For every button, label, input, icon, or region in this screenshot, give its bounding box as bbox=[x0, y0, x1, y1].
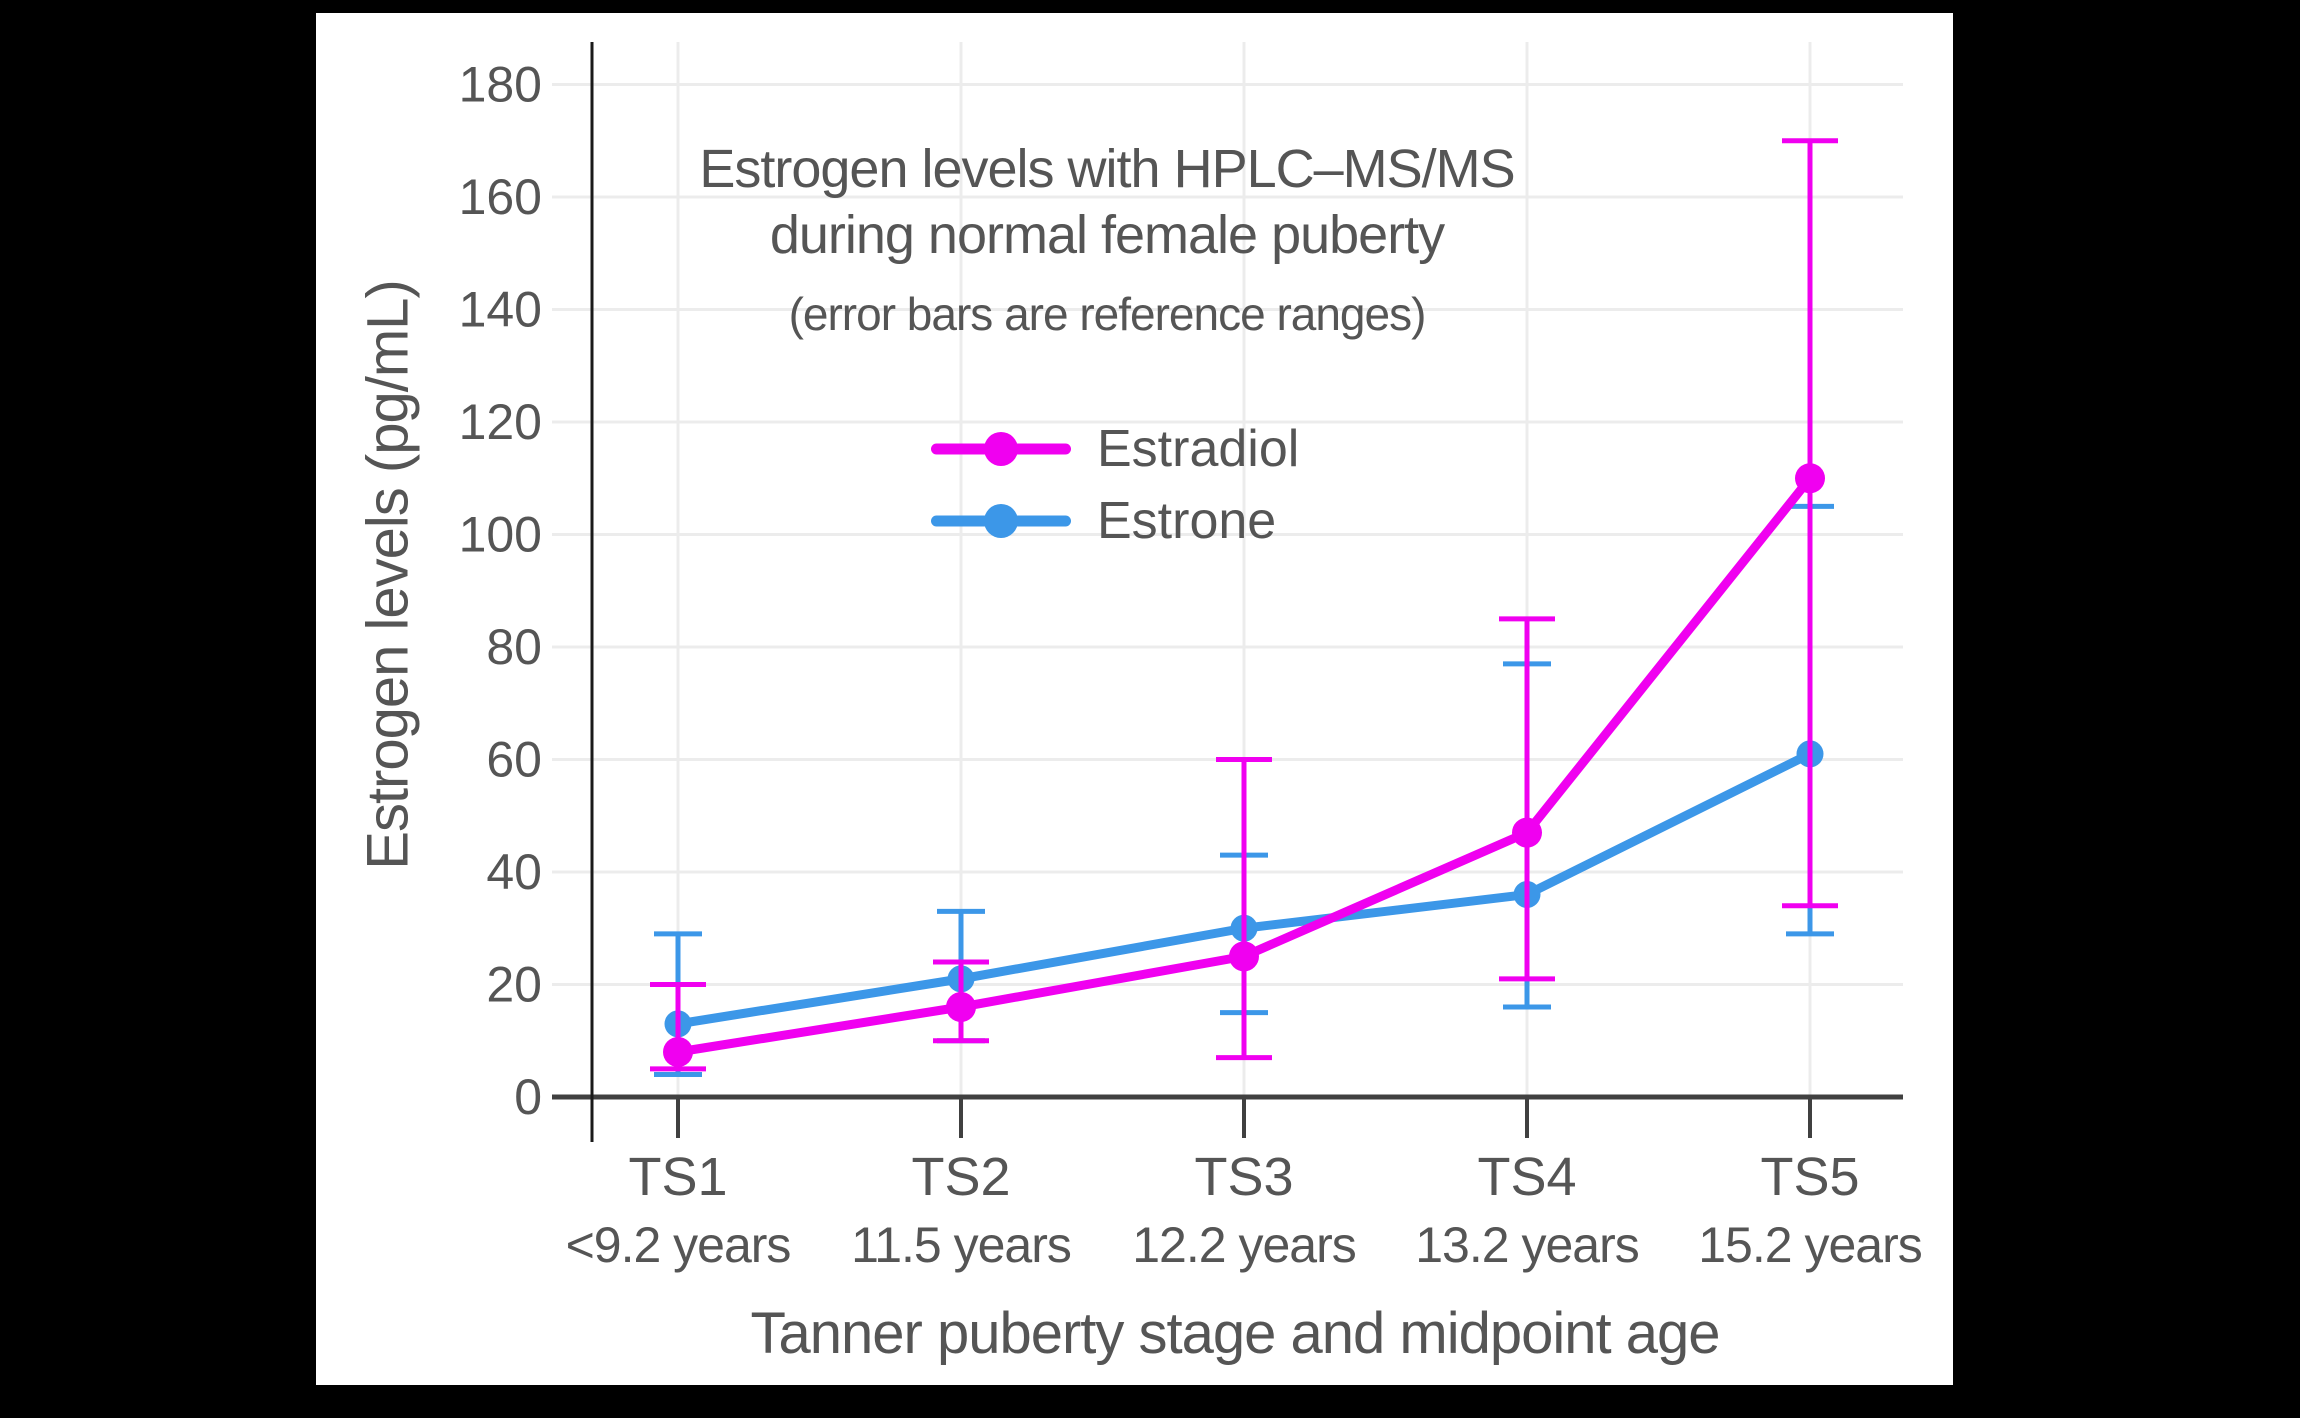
chart-title-line1: Estrogen levels with HPLC–MS/MS bbox=[699, 139, 1515, 199]
estrone-marker-icon bbox=[984, 504, 1018, 538]
estrone-swatch bbox=[931, 503, 1071, 539]
y-tick-label: 0 bbox=[514, 1069, 542, 1125]
y-tick-label: 40 bbox=[486, 844, 542, 900]
chart-title-line2: during normal female puberty bbox=[769, 205, 1445, 265]
y-tick-label: 100 bbox=[459, 507, 542, 563]
y-tick-label: 180 bbox=[459, 57, 542, 113]
chart-panel bbox=[316, 13, 1953, 1385]
y-tick-label: 160 bbox=[459, 169, 542, 225]
legend-label-estradiol: Estradiol bbox=[1097, 420, 1300, 478]
x-category-age-label: <9.2 years bbox=[566, 1217, 791, 1273]
data-point-estradiol bbox=[663, 1037, 693, 1067]
estradiol-marker-icon bbox=[984, 432, 1018, 466]
data-point-estradiol bbox=[1512, 817, 1542, 848]
y-tick-label: 20 bbox=[486, 957, 542, 1013]
x-category-age-label: 15.2 years bbox=[1698, 1217, 1921, 1273]
x-category-label: TS5 bbox=[1760, 1147, 1859, 1207]
x-category-label: TS1 bbox=[628, 1147, 727, 1207]
y-tick-label: 80 bbox=[486, 619, 542, 675]
y-axis-title: Estrogen levels (pg/mL) bbox=[355, 280, 421, 870]
estradiol-swatch bbox=[931, 431, 1071, 467]
legend-item-estrone: Estrone bbox=[931, 485, 1299, 557]
y-tick-label: 140 bbox=[459, 282, 542, 338]
x-category-age-label: 12.2 years bbox=[1132, 1217, 1355, 1273]
x-category-label: TS2 bbox=[911, 1147, 1010, 1207]
data-point-estradiol bbox=[1795, 463, 1825, 494]
chart-title: Estrogen levels with HPLC–MS/MS during n… bbox=[607, 136, 1607, 342]
y-tick-label: 60 bbox=[486, 732, 542, 788]
chart-subtitle: (error bars are reference ranges) bbox=[788, 288, 1427, 340]
legend-item-estradiol: Estradiol bbox=[931, 413, 1299, 485]
data-point-estradiol bbox=[1229, 941, 1259, 972]
x-category-age-label: 11.5 years bbox=[851, 1217, 1071, 1273]
x-axis-title: Tanner puberty stage and midpoint age bbox=[750, 1301, 1720, 1366]
data-point-estradiol bbox=[946, 992, 976, 1022]
x-category-label: TS4 bbox=[1477, 1147, 1576, 1207]
legend-label-estrone: Estrone bbox=[1097, 492, 1277, 550]
x-category-label: TS3 bbox=[1194, 1147, 1293, 1207]
x-category-age-label: 13.2 years bbox=[1415, 1217, 1638, 1273]
legend: Estradiol Estrone bbox=[931, 413, 1299, 557]
y-tick-label: 120 bbox=[459, 394, 542, 450]
